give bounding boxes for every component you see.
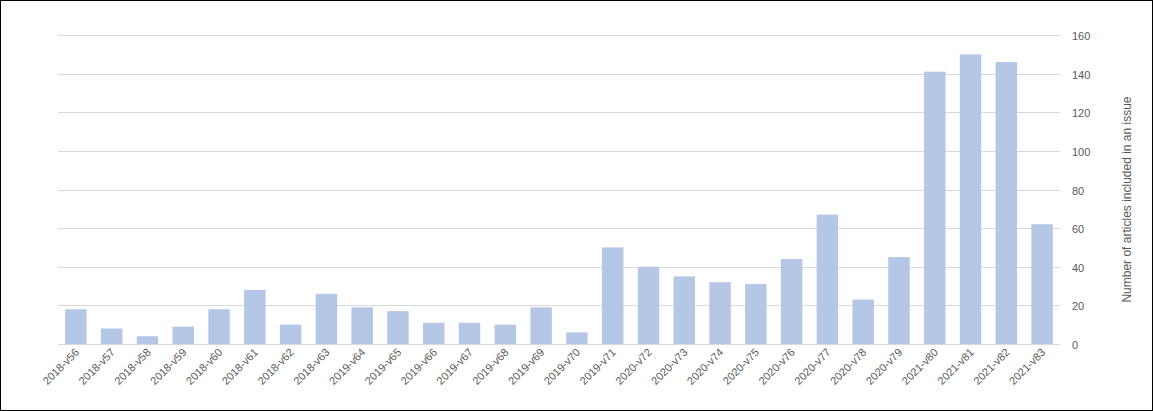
y-tick-label: 140: [1072, 69, 1090, 81]
x-tick-label: 2019-v71: [577, 346, 618, 387]
x-tick-label: 2018-v61: [219, 346, 260, 387]
y-axis-label: Number of articles included in an issue: [1120, 96, 1134, 302]
x-tick-label: 2018-v62: [255, 346, 296, 387]
grid-line: [58, 35, 1060, 36]
x-tick-label: 2019-v70: [541, 346, 582, 387]
x-tick-label: 2021-v80: [899, 346, 940, 387]
y-tick-label: 120: [1072, 107, 1090, 119]
x-tick-label: 2020-v75: [720, 346, 761, 387]
x-tick-label: 2019-v67: [434, 346, 475, 387]
grid-line: [58, 344, 1060, 345]
x-tick-label: 2018-v58: [112, 346, 153, 387]
bar: [888, 257, 909, 344]
y-tick-label: 100: [1072, 146, 1090, 158]
bar: [101, 329, 122, 344]
x-tick-label: 2018-v60: [184, 346, 225, 387]
x-tick-label: 2021-v82: [971, 346, 1012, 387]
bar: [530, 307, 551, 344]
x-tick-label: 2018-v56: [40, 346, 81, 387]
bar: [208, 309, 229, 344]
bar: [996, 62, 1017, 344]
x-tick-label: 2019-v65: [362, 346, 403, 387]
x-tick-label: 2018-v57: [76, 346, 117, 387]
grid-line: [58, 74, 1060, 75]
bar: [244, 290, 265, 344]
x-tick-label: 2020-v76: [756, 346, 797, 387]
bar: [852, 300, 873, 344]
x-tick-label: 2020-v79: [863, 346, 904, 387]
y-tick-label: 20: [1072, 300, 1084, 312]
x-tick-label: 2019-v64: [327, 346, 368, 387]
bar: [1031, 224, 1052, 344]
grid-line: [58, 228, 1060, 229]
x-tick-label: 2019-v68: [470, 346, 511, 387]
bar: [316, 294, 337, 344]
x-tick-label: 2020-v72: [613, 346, 654, 387]
grid-line: [58, 112, 1060, 113]
y-tick-label: 0: [1072, 339, 1078, 351]
x-tick-label: 2021-v83: [1007, 346, 1048, 387]
bar: [351, 307, 372, 344]
x-tick-label: 2021-v81: [935, 346, 976, 387]
bar: [960, 54, 981, 344]
x-tick-label: 2019-v66: [398, 346, 439, 387]
bar: [459, 323, 480, 344]
bar: [566, 332, 587, 344]
x-tick-label: 2019-v69: [506, 346, 547, 387]
bar: [423, 323, 444, 344]
bar: [745, 284, 766, 344]
bar: [924, 72, 945, 344]
bar: [709, 282, 730, 344]
bar: [65, 309, 86, 344]
bar: [280, 325, 301, 344]
grid-line: [58, 151, 1060, 152]
x-tick-label: 2020-v73: [649, 346, 690, 387]
x-tick-label: 2020-v74: [685, 346, 726, 387]
bar: [173, 327, 194, 344]
bar: [781, 259, 802, 344]
bar: [638, 267, 659, 344]
bar: [674, 276, 695, 344]
x-tick-label: 2018-v59: [148, 346, 189, 387]
chart-frame: [1, 1, 1153, 411]
bar: [602, 247, 623, 344]
bar: [137, 336, 158, 344]
x-tick-label: 2018-v63: [291, 346, 332, 387]
y-tick-label: 40: [1072, 262, 1084, 274]
grid-line: [58, 190, 1060, 191]
y-tick-label: 80: [1072, 185, 1084, 197]
y-tick-label: 160: [1072, 30, 1090, 42]
x-tick-label: 2020-v77: [792, 346, 833, 387]
y-tick-label: 60: [1072, 223, 1084, 235]
x-tick-label: 2020-v78: [828, 346, 869, 387]
bar: [817, 215, 838, 344]
bars: [65, 54, 1053, 344]
bar: [495, 325, 516, 344]
bar: [387, 311, 408, 344]
chart: 0204060801001201401602018-v562018-v57201…: [0, 0, 1153, 411]
